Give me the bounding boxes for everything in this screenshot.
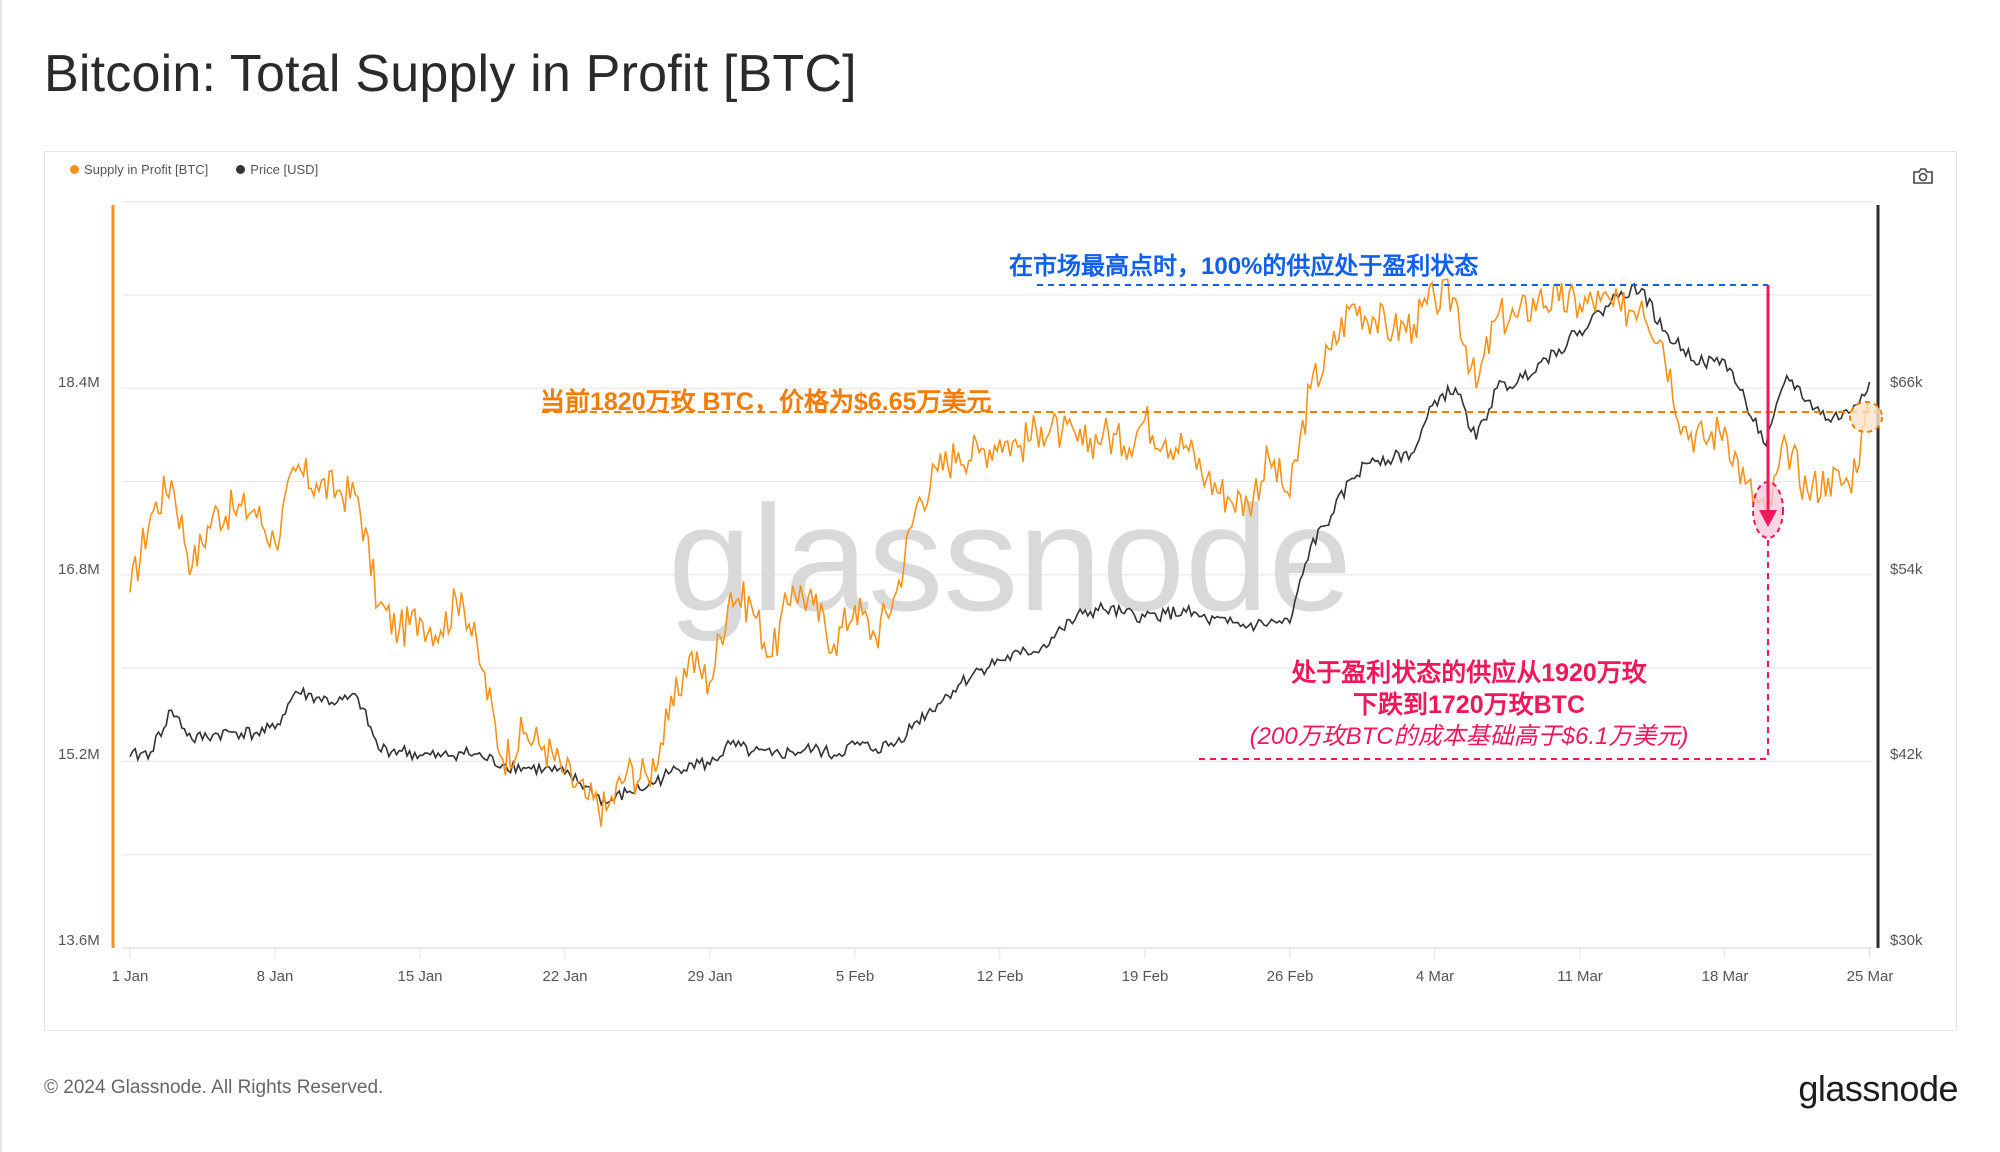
x-label: 22 Jan [542,968,588,985]
x-label: 11 Mar [1557,968,1603,985]
price-dot-icon [236,165,246,174]
page-left-border [0,0,2,1152]
annotation-current: 当前1820万玫 BTC，价格为$6.65万美元 [540,388,992,416]
current-point-marker [1849,401,1883,433]
legend-item-supply[interactable]: Supply in Profit [BTC] [70,162,208,177]
legend-item-price[interactable]: Price [USD] [236,162,318,177]
x-label: 8 Jan [256,968,294,985]
annotation-drop-line3: (200万玫BTC的成本基础高于$6.1万美元) [1249,723,1689,750]
y-left-label-16.8m: 16.8M [58,561,100,578]
supply-series-line [129,278,1871,827]
x-label: 5 Feb [835,968,875,985]
price-series-line [129,282,1871,807]
annotation-drop: 处于盈利状态的供应从1920万玫 下跌到1720万玫BTC (200万玫BTC的… [1199,657,1739,753]
y-right-label-42k: $42k [1890,746,1923,763]
x-label: 4 Mar [1415,968,1455,985]
x-label: 25 Mar [1846,968,1894,985]
y-left-label-18.4m: 18.4M [58,374,100,391]
x-label: 29 Jan [687,968,733,985]
chart-legend: Supply in Profit [BTC] Price [USD] [70,162,318,177]
x-label: 26 Feb [1266,968,1314,985]
chart-card [44,151,1957,1031]
gridlines [122,201,1872,949]
x-label: 12 Feb [976,968,1024,985]
annotation-ath: 在市场最高点时，100%的供应处于盈利状态 [1009,253,1479,280]
glassnode-logo[interactable]: glassnode [1798,1068,1958,1109]
legend-label-price: Price [USD] [250,162,319,177]
y-left-label-15.2m: 15.2M [58,746,100,763]
y-right-label-54k: $54k [1890,561,1923,578]
x-label: 18 Mar [1701,968,1749,985]
x-label: 19 Feb [1121,968,1169,985]
y-right-label-66k: $66k [1890,374,1923,391]
x-ticks [129,949,1871,958]
drop-arrow-head-icon [1759,510,1777,527]
x-label: 1 Jan [111,968,149,985]
y-right-label-30k: $30k [1890,932,1923,949]
x-label: 15 Jan [397,968,443,985]
annotation-drop-line2: 下跌到1720万玫BTC [1353,691,1585,719]
camera-icon[interactable] [1912,166,1934,186]
y-left-label-13.6m: 13.6M [58,932,100,949]
footer-copyright: © 2024 Glassnode. All Rights Reserved. [44,1077,384,1098]
supply-dot-icon [70,165,79,174]
legend-label-supply: Supply in Profit [BTC] [84,162,209,177]
page-title: Bitcoin: Total Supply in Profit [BTC] [44,45,857,103]
watermark: glassnode [668,474,1352,642]
annotation-drop-line1: 处于盈利状态的供应从1920万玫 [1291,659,1647,687]
